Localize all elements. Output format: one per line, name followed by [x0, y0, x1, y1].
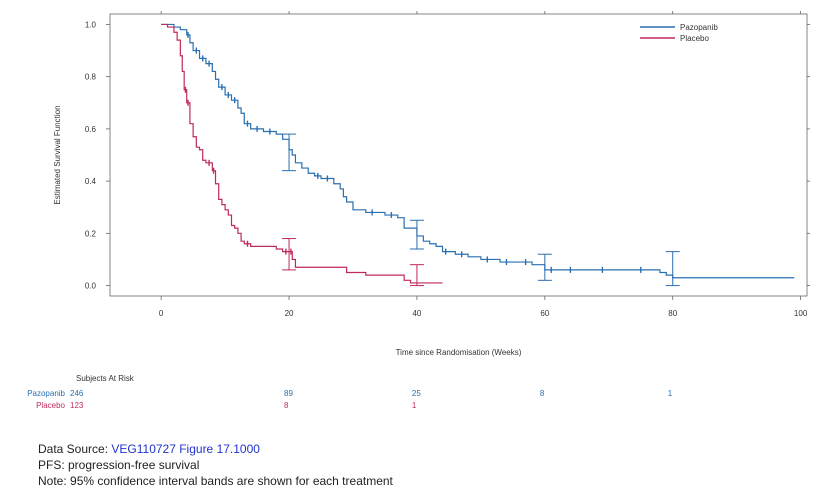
pfs-definition: PFS: progression-free survival — [38, 458, 200, 472]
at-risk-value-placebo-1: 8 — [284, 401, 289, 410]
at-risk-value-pazopanib-2: 25 — [412, 389, 421, 398]
at-risk-value-pazopanib-4: 1 — [668, 389, 673, 398]
at-risk-label-placebo: Placebo — [36, 401, 65, 410]
footnotes: Data Source: VEG110727 Figure 17.1000 PF… — [38, 441, 393, 489]
x-tick-label-100: 100 — [794, 309, 808, 318]
confidence-note: Note: 95% confidence interval bands are … — [38, 474, 393, 488]
y-tick-label-5: 1.0 — [85, 20, 97, 29]
at-risk-value-pazopanib-3: 8 — [540, 389, 545, 398]
data-source-line: Data Source: VEG110727 Figure 17.1000 — [38, 441, 393, 457]
y-tick-label-2: 0.4 — [85, 177, 97, 186]
pazopanib-curve — [161, 23, 795, 279]
at-risk-value-placebo-0: 123 — [70, 401, 84, 410]
x-tick-label-40: 40 — [412, 309, 421, 318]
y-axis-title: Estimated Survival Function — [53, 105, 62, 204]
y-tick-label-3: 0.6 — [85, 125, 97, 134]
data-source-label: Data Source: — [38, 442, 109, 456]
at-risk-title: Subjects At Risk — [76, 374, 135, 383]
placebo-curve — [161, 23, 443, 284]
y-tick-label-0: 0.0 — [85, 282, 97, 291]
survival-chart: 0 20 40 60 80 100 0.0 0.2 0.4 0.6 0.8 1.0 Pazopanib… — [27, 11, 810, 410]
x-tick-label-20: 20 — [285, 309, 294, 318]
y-tick-label-4: 0.8 — [85, 73, 97, 82]
y-tick-label-1: 0.2 — [85, 229, 97, 238]
legend-label-placebo: Placebo — [680, 34, 709, 43]
plot-frame — [109, 13, 808, 297]
x-tick-label-60: 60 — [540, 309, 549, 318]
at-risk-value-placebo-2: 1 — [412, 401, 417, 410]
at-risk-value-pazopanib-1: 89 — [284, 389, 293, 398]
data-source-link[interactable]: VEG110727 Figure 17.1000 — [111, 442, 260, 456]
legend: Pazopanib Placebo — [640, 23, 718, 43]
legend-label-pazopanib: Pazopanib — [680, 23, 718, 32]
at-risk-table: Subjects At Risk Pazopanib 246 89 25 8 1 Placeb… — [27, 374, 673, 410]
x-tick-label-0: 0 — [159, 309, 164, 318]
at-risk-label-pazopanib: Pazopanib — [27, 389, 65, 398]
at-risk-value-pazopanib-0: 246 — [70, 389, 84, 398]
x-axis-title: Time since Randomisation (Weeks) — [396, 348, 522, 357]
x-tick-label-80: 80 — [668, 309, 677, 318]
